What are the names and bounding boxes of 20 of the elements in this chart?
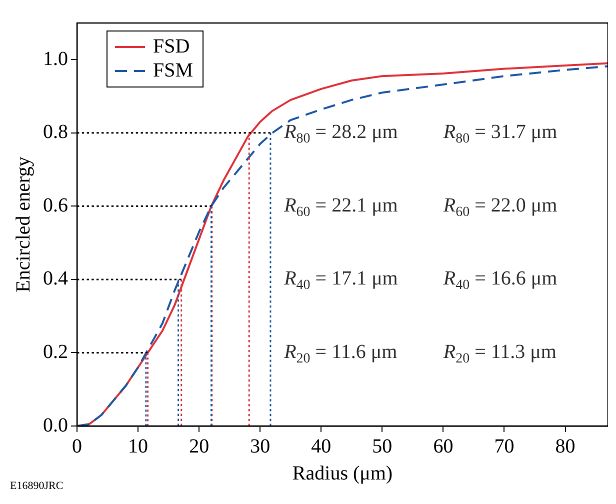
y-tick-label: 0.6 [43,194,68,216]
x-tick-label: 70 [494,435,514,458]
y-tick-label: 0.0 [43,414,68,436]
y-tick-label: 1.0 [43,48,68,70]
y-tick-label: 0.4 [43,268,68,290]
x-tick-label: 60 [433,435,454,458]
legend-label: FSM [153,59,194,82]
x-tick-label: 50 [372,435,392,458]
x-tick-label: 10 [128,435,148,458]
x-tick-label: 30 [250,435,270,458]
text: E16890JRC [10,480,64,492]
x-tick-label: 0 [72,435,82,458]
y-tick-label: 0.8 [43,121,68,144]
legend-label: FSD [153,35,190,58]
x-tick-label: 40 [311,435,332,458]
x-tick-label: 80 [555,435,576,458]
x-tick-label: 20 [189,435,210,458]
y-axis-title: Encircled energy [12,156,34,292]
x-axis-title: Radius (μm) [292,462,393,484]
y-tick-label: 0.2 [43,340,68,363]
